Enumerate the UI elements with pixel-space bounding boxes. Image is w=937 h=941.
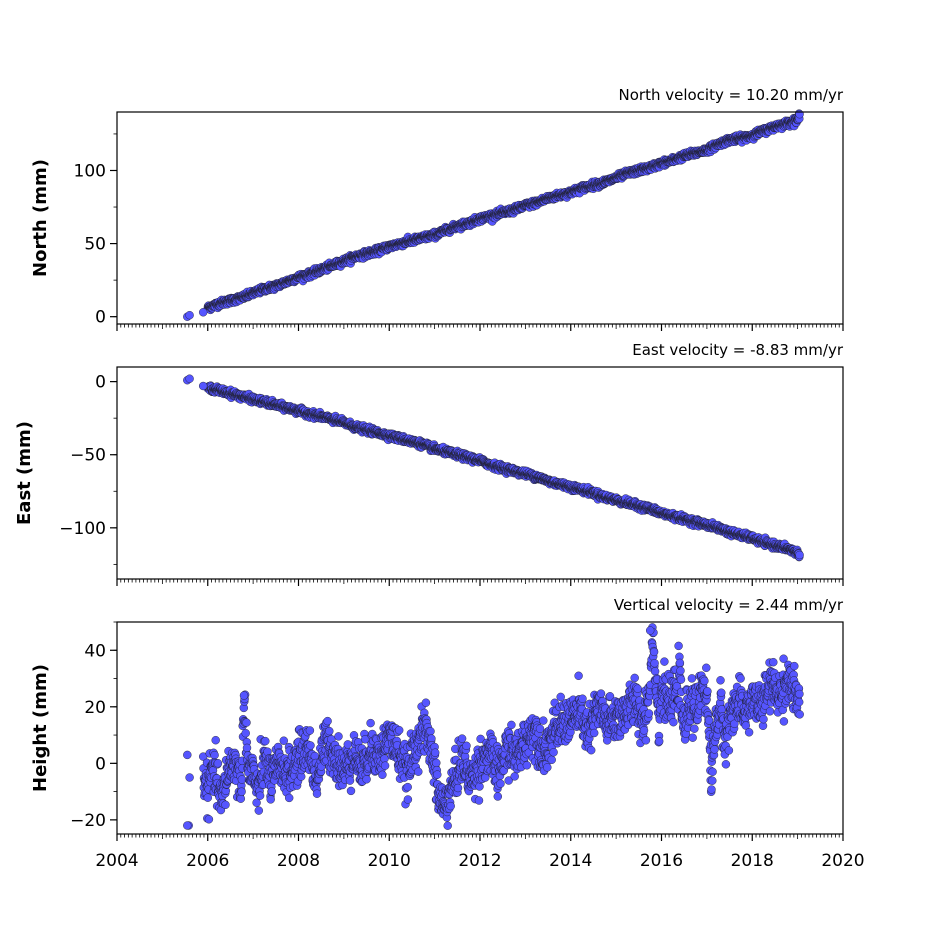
- y-tick-label: 50: [84, 235, 106, 255]
- height-point: [211, 751, 219, 759]
- height-point: [238, 788, 246, 796]
- height-point: [255, 807, 263, 815]
- east-axes-frame: [117, 367, 843, 579]
- panel-east: 0 −50 −100 East (mm) East velocity = -8.83 m…: [14, 341, 844, 586]
- north-x-ticks: [117, 324, 843, 331]
- north-velocity-title: North velocity = 10.20 mm/yr: [619, 86, 844, 104]
- north-axis-label: North (mm): [30, 159, 51, 277]
- height-point: [238, 776, 246, 784]
- height-point: [214, 759, 222, 767]
- east-x-ticks: [117, 579, 843, 586]
- east-y-ticks: 0 −50 −100: [59, 373, 117, 565]
- height-point: [237, 795, 245, 803]
- east-velocity-title: East velocity = -8.83 mm/yr: [632, 341, 844, 359]
- north-point: [199, 308, 207, 316]
- y-tick-label: 100: [74, 161, 106, 181]
- height-points: [183, 623, 803, 829]
- height-point: [243, 744, 251, 752]
- east-axis-label: East (mm): [14, 421, 35, 525]
- east-points: [183, 375, 803, 561]
- height-point: [212, 736, 220, 744]
- y-tick-label: 0: [95, 308, 106, 328]
- east-point: [186, 375, 194, 383]
- panel-north: 0 50 100 North (mm) North velocity = 10.20 m…: [30, 86, 844, 331]
- y-tick-label: 0: [95, 373, 106, 393]
- y-tick-label: −100: [59, 519, 106, 539]
- height-point: [222, 801, 230, 809]
- east-point: [796, 551, 804, 559]
- y-tick-label: −50: [70, 446, 106, 466]
- north-point: [796, 110, 804, 118]
- height-point: [253, 799, 261, 807]
- height-point: [205, 815, 213, 823]
- north-y-ticks: 0 50 100: [74, 134, 117, 328]
- height-point: [256, 792, 264, 800]
- north-point: [186, 311, 194, 319]
- north-points: [183, 110, 803, 321]
- height-point: [204, 794, 212, 802]
- height-point: [242, 729, 250, 737]
- east-point: [199, 382, 207, 390]
- height-point: [243, 719, 251, 727]
